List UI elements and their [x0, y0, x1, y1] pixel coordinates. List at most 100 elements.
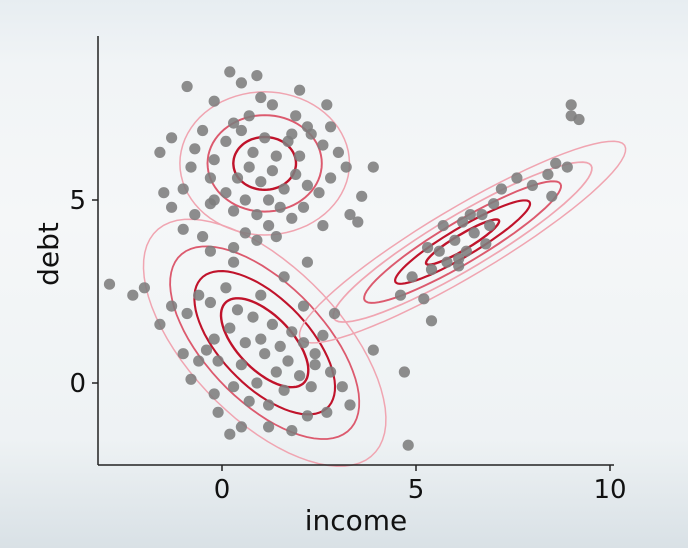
data-point — [243, 395, 255, 407]
data-point — [317, 220, 329, 232]
data-point — [212, 406, 224, 418]
data-point — [290, 110, 302, 122]
data-point — [255, 289, 267, 301]
data-point — [127, 289, 139, 301]
data-point — [294, 370, 306, 382]
data-point — [336, 381, 348, 393]
data-point — [286, 128, 298, 140]
data-point — [239, 194, 251, 206]
data-point — [212, 355, 224, 367]
y-axis-title: debt — [32, 222, 65, 286]
data-point — [208, 333, 220, 345]
data-point — [301, 256, 313, 268]
contour-1-level-1 — [206, 114, 323, 213]
data-point — [317, 329, 329, 341]
data-point — [433, 245, 445, 257]
data-point — [309, 348, 321, 360]
data-point — [243, 161, 255, 173]
data-point — [325, 121, 337, 133]
data-point — [332, 146, 344, 158]
data-point — [204, 245, 216, 257]
data-point — [449, 234, 461, 246]
data-point — [425, 315, 438, 327]
data-point — [418, 293, 430, 305]
data-point — [235, 77, 247, 89]
data-point — [398, 366, 410, 378]
data-point — [356, 190, 368, 202]
data-point — [263, 194, 275, 206]
data-point — [228, 117, 240, 129]
data-point — [259, 132, 271, 144]
data-point — [480, 238, 492, 250]
data-point — [321, 99, 333, 111]
contour-2-level-1 — [394, 199, 532, 285]
data-point — [103, 278, 116, 290]
data-point — [185, 161, 197, 173]
data-point — [294, 84, 306, 96]
data-point — [208, 154, 220, 166]
data-point — [565, 99, 577, 111]
data-point — [394, 289, 407, 301]
data-point — [220, 135, 232, 147]
x-axis-title: income — [305, 504, 408, 537]
data-point — [220, 282, 232, 294]
data-point — [255, 333, 267, 345]
data-point — [208, 194, 220, 206]
data-point — [468, 227, 480, 239]
data-point — [301, 179, 313, 191]
data-point — [321, 406, 333, 418]
tick-layer: 0 5 10 0 5 — [69, 186, 626, 505]
data-point — [247, 146, 259, 158]
data-point — [181, 307, 193, 320]
data-point — [270, 150, 282, 162]
data-point — [266, 318, 278, 330]
y-tick-label: 5 — [69, 186, 86, 216]
contour-2-level-2 — [363, 180, 562, 304]
data-point — [235, 421, 247, 433]
data-point — [204, 296, 216, 309]
data-point — [166, 132, 178, 144]
data-point — [220, 187, 232, 199]
data-point — [573, 113, 585, 126]
data-point — [189, 143, 201, 155]
data-point — [317, 139, 329, 151]
data-point — [228, 242, 240, 254]
data-point — [402, 439, 414, 451]
data-point — [166, 300, 178, 312]
data-point — [457, 216, 469, 228]
data-point — [325, 172, 337, 184]
data-point — [243, 110, 255, 122]
data-point — [290, 168, 302, 180]
data-point — [278, 384, 290, 396]
data-point — [177, 348, 189, 360]
data-point — [228, 205, 240, 217]
data-point — [294, 150, 306, 162]
data-point — [154, 146, 166, 158]
data-point — [208, 388, 220, 400]
data-point — [286, 212, 298, 224]
data-point — [251, 209, 263, 221]
data-point — [344, 209, 356, 221]
contour-2-level-0 — [424, 218, 501, 266]
data-point — [325, 366, 337, 378]
data-point — [278, 271, 290, 283]
data-point — [138, 282, 150, 294]
data-point — [340, 161, 352, 173]
data-point — [228, 256, 240, 268]
data-point — [154, 318, 166, 330]
data-point — [228, 381, 240, 393]
data-point — [422, 242, 434, 254]
data-point — [197, 231, 209, 243]
data-point — [270, 231, 282, 243]
data-point — [224, 66, 236, 78]
data-point — [193, 355, 205, 367]
data-point — [278, 183, 290, 195]
data-point — [263, 220, 275, 232]
data-point — [301, 121, 313, 133]
contour-2-level-3 — [332, 161, 593, 323]
data-point — [313, 187, 325, 199]
data-point — [367, 344, 379, 356]
data-point — [274, 340, 286, 352]
data-point — [239, 337, 251, 349]
data-point — [425, 263, 438, 276]
